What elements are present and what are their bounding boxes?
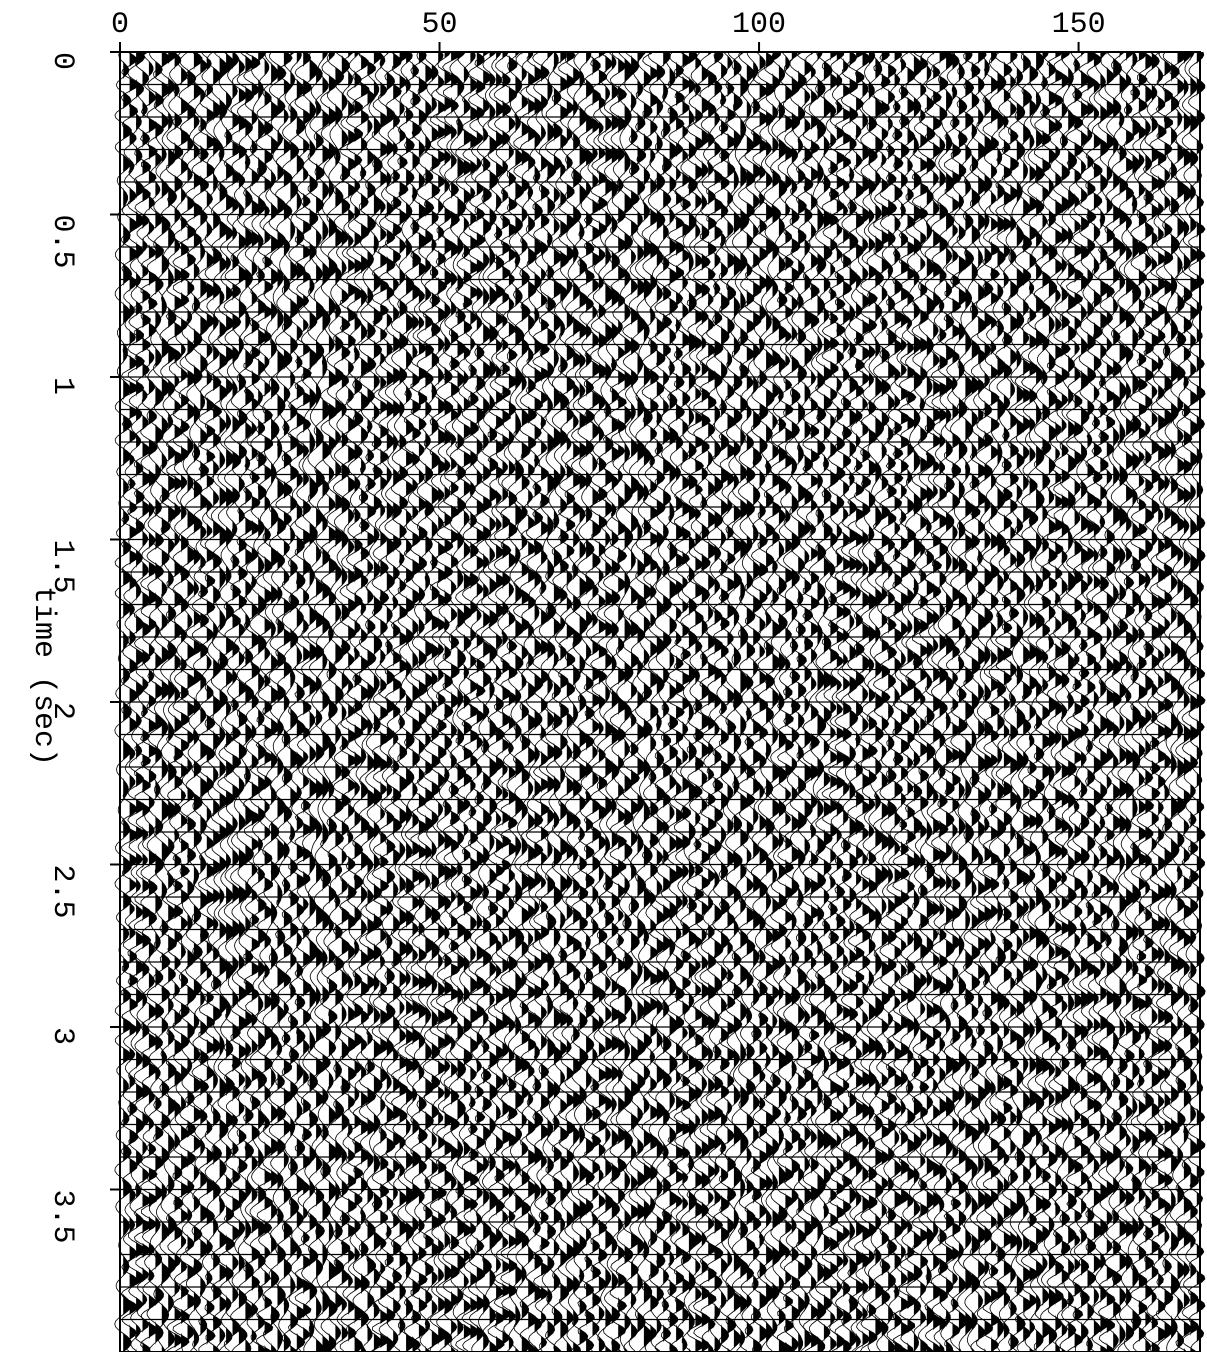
- y-tick-label: 1.5: [45, 540, 79, 594]
- y-tick-label: 2: [45, 702, 79, 720]
- y-tick-label: 3: [45, 1027, 79, 1045]
- y-tick-label: 0.5: [45, 215, 79, 269]
- y-axis-label: time (sec): [26, 586, 60, 766]
- x-tick-label: 0: [111, 8, 129, 42]
- x-tick-label: 150: [1052, 8, 1106, 42]
- wiggle-traces: [114, 51, 1206, 1352]
- y-tick-label: 0: [45, 52, 79, 70]
- y-tick-label: 2.5: [45, 865, 79, 919]
- x-tick-label: 50: [422, 8, 458, 42]
- y-tick-label: 3.5: [45, 1190, 79, 1244]
- x-tick-label: 100: [732, 8, 786, 42]
- y-tick-label: 1: [45, 377, 79, 395]
- trace: [1187, 51, 1206, 1352]
